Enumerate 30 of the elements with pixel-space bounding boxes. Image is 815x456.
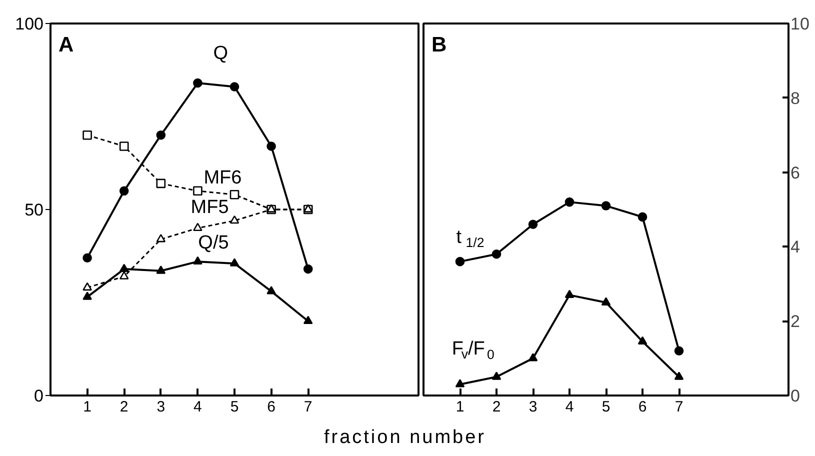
- y-tick-label: 100: [15, 14, 44, 34]
- x-tick-label: 2: [120, 398, 128, 416]
- x-tick-label: 2: [492, 398, 501, 416]
- x-tick-label: 7: [674, 398, 684, 416]
- text: B: [432, 34, 447, 56]
- x-axis-title: fraction number: [324, 426, 486, 450]
- text: A: [58, 34, 74, 56]
- x-tick-label: 5: [230, 398, 239, 416]
- series-label: MF6: [204, 167, 242, 188]
- series-label: Q/5: [198, 232, 229, 254]
- series-label: MF5: [190, 197, 229, 218]
- y-tick-label: 0: [34, 386, 44, 406]
- y2-tick-label: 8: [790, 88, 800, 108]
- x-tick-label: 1: [456, 398, 464, 416]
- y2-tick-label: 6: [790, 163, 800, 182]
- x-tick-label: 6: [267, 398, 276, 416]
- y2-tick-label: 10: [790, 14, 810, 34]
- x-tick-label: 4: [194, 398, 202, 416]
- x-tick-label: 3: [156, 398, 166, 416]
- x-tick-label: 3: [528, 398, 538, 416]
- y2-tick-label: 2: [790, 312, 800, 332]
- x-tick-label: 4: [565, 398, 574, 416]
- x-tick-label: 6: [638, 398, 647, 416]
- y2-tick-label: 4: [790, 238, 800, 257]
- x-tick-label: 1: [83, 398, 92, 416]
- y2-tick-label: 0: [790, 386, 800, 406]
- x-tick-label: 7: [304, 398, 312, 416]
- series-label: Q: [213, 42, 228, 64]
- y-tick-label: 50: [24, 200, 44, 220]
- x-tick-label: 5: [602, 398, 610, 416]
